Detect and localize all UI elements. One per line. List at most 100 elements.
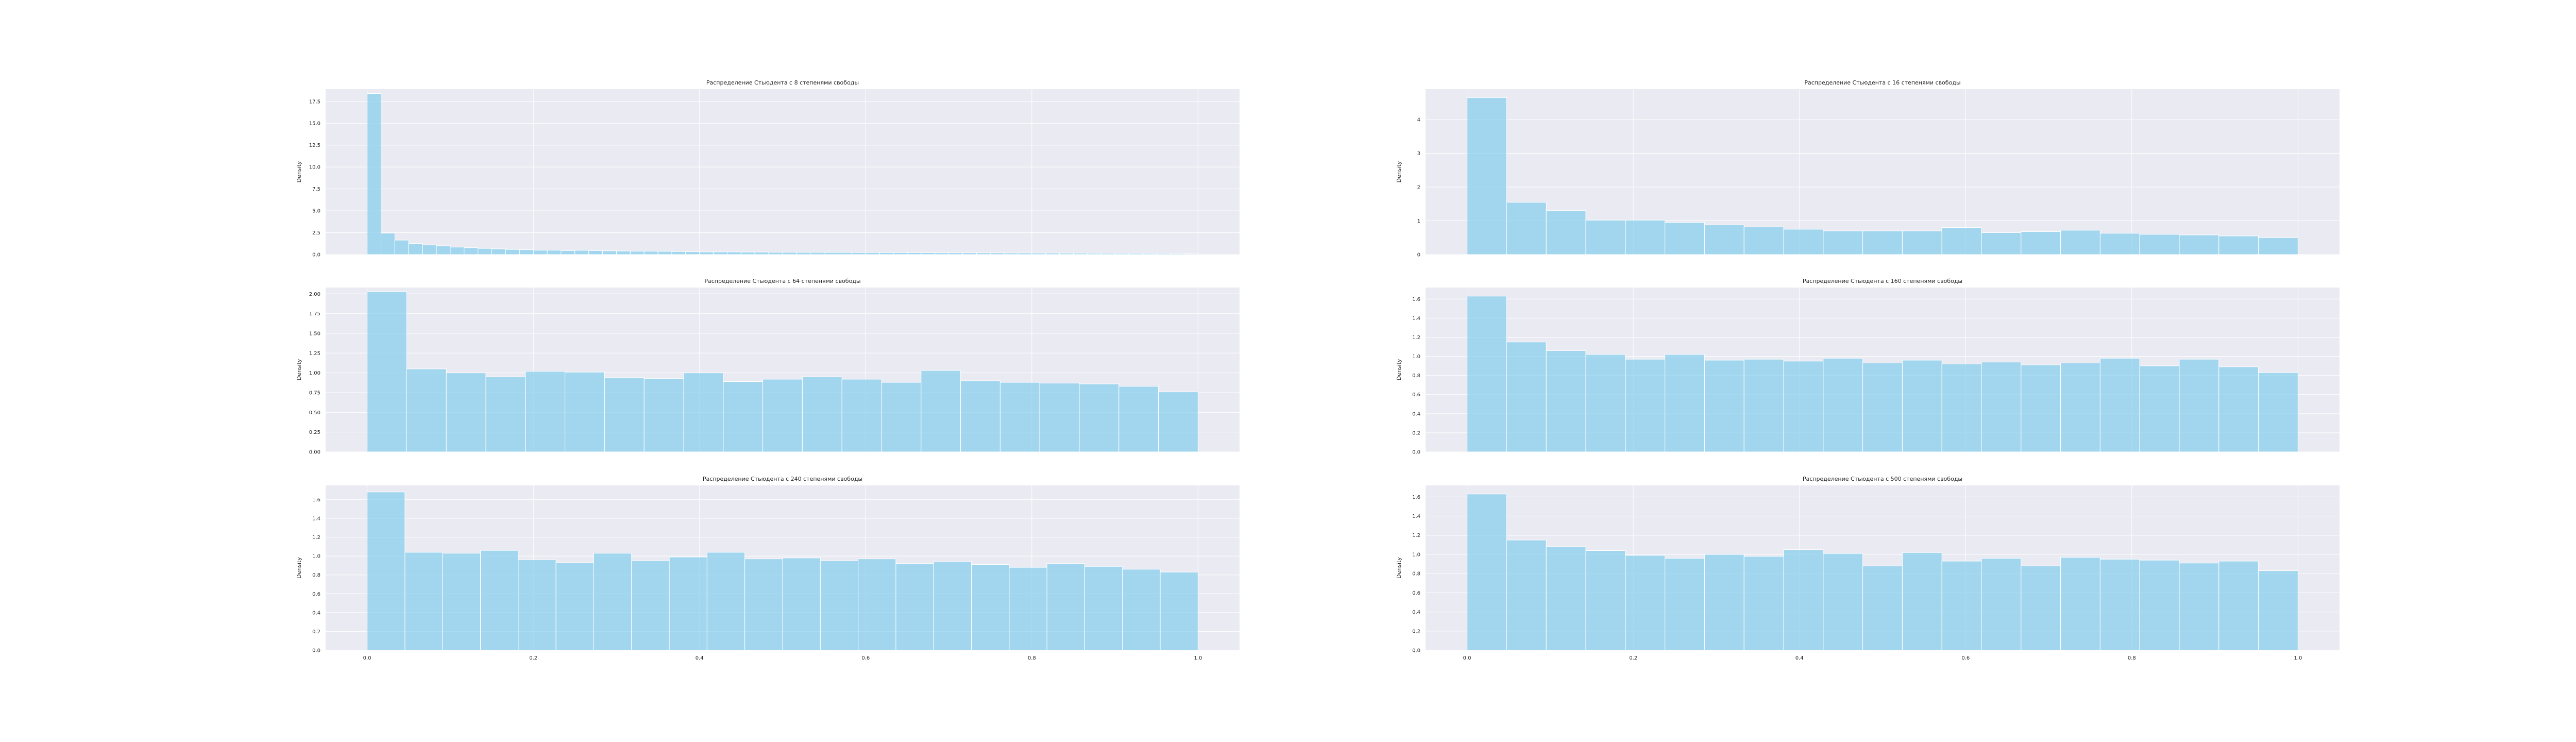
histogram-bar [895, 563, 934, 651]
histogram-bar [971, 564, 1010, 651]
histogram-bar [404, 552, 443, 651]
histogram-bar [480, 550, 519, 651]
y-tick-label: 1 [1417, 218, 1420, 224]
histogram-bar [657, 251, 672, 255]
y-tick-label: 1.2 [312, 535, 320, 541]
histogram-bar [1118, 386, 1159, 452]
histogram-bar [782, 558, 821, 651]
histogram-bar [1665, 354, 1705, 452]
histogram-bar [518, 559, 556, 651]
y-axis-label: Density [1396, 557, 1402, 579]
histogram-bar [555, 562, 594, 651]
y-tick-label: 0.00 [309, 450, 320, 456]
histogram-bar [450, 247, 465, 255]
histogram-bar [574, 250, 589, 255]
histogram-bar [838, 252, 852, 255]
histogram-bar [1783, 549, 1824, 651]
x-tick-label: 0.0 [363, 655, 371, 661]
histogram-bar [2021, 231, 2061, 255]
histogram-bar [841, 379, 882, 452]
histogram-bar [713, 251, 727, 255]
subplot-title: Распределение Стьюдента с 8 степенями св… [706, 79, 859, 86]
histogram-bar [1031, 252, 1046, 255]
y-axis-label: Density [1396, 161, 1402, 182]
histogram-bar [2218, 561, 2259, 651]
histogram-bar [525, 371, 566, 452]
histogram-bar [2099, 233, 2140, 255]
y-tick-label: 1.4 [312, 516, 320, 522]
histogram-bar [1704, 360, 1744, 452]
histogram-bar [478, 248, 493, 255]
histogram-bar [699, 251, 714, 255]
y-tick-label: 0.0 [1412, 648, 1420, 654]
x-tick-label: 0.2 [1629, 655, 1637, 661]
histogram-bar [1079, 383, 1120, 452]
histogram-bar [1704, 224, 1744, 255]
histogram-bar [485, 376, 526, 452]
histogram-bar [1585, 550, 1626, 651]
y-tick-label: 0.0 [312, 252, 320, 258]
histogram-bar [1625, 555, 1666, 651]
histogram-bar [669, 556, 707, 651]
histogram-bar [1467, 494, 1507, 651]
histogram-bar [2179, 563, 2219, 651]
histogram-bar [565, 372, 605, 452]
histogram-bar [796, 252, 811, 255]
histogram-bar [907, 252, 922, 255]
histogram-bar [976, 252, 991, 255]
histogram-bar [588, 250, 603, 255]
histogram-bar [1467, 296, 1507, 452]
x-tick-label: 1.0 [2294, 655, 2302, 661]
histogram-bar [1046, 563, 1085, 651]
y-tick-label: 0.8 [1412, 571, 1420, 577]
y-tick-label: 0.25 [309, 430, 320, 435]
subplot-title: Распределение Стьюдента с 500 степенями … [1803, 476, 1962, 482]
histogram-bar [1704, 554, 1744, 651]
histogram-bar [824, 252, 839, 255]
histogram-bar [1981, 362, 2022, 452]
histogram-bar [436, 245, 451, 255]
histogram-bar [2139, 560, 2180, 651]
histogram-bar [2060, 230, 2100, 255]
histogram-bar [1018, 252, 1032, 255]
histogram-bar [1114, 253, 1129, 255]
histogram-bar [1862, 565, 1903, 651]
histogram-bar [1743, 359, 1784, 452]
histogram-bar [2218, 235, 2259, 255]
y-tick-label: 5.0 [312, 209, 320, 214]
y-tick-label: 1.2 [1412, 335, 1420, 341]
y-tick-label: 0.50 [309, 410, 320, 416]
histogram-bar [810, 252, 825, 255]
y-tick-label: 2.5 [312, 230, 320, 236]
y-tick-label: 1.6 [1412, 297, 1420, 302]
histogram-bar [723, 381, 764, 452]
histogram-bar [643, 378, 684, 452]
histogram-bar [1128, 253, 1143, 255]
y-tick-label: 0.8 [312, 572, 320, 578]
histogram-bar [1625, 220, 1666, 255]
histogram-bar [643, 251, 658, 255]
histogram-bar [820, 560, 859, 651]
histogram-bar [593, 553, 632, 651]
histogram-bar [1823, 553, 1863, 651]
histogram-bar [921, 370, 961, 452]
histogram-bar [1585, 354, 1626, 452]
histogram-bar [492, 248, 506, 255]
histogram-bar [851, 252, 866, 255]
histogram-bar [685, 251, 700, 255]
histogram-bar [1823, 358, 1863, 452]
histogram-bar [406, 368, 447, 452]
histogram-bar [2179, 234, 2219, 255]
histogram-bar [561, 250, 575, 255]
y-tick-label: 1.4 [1412, 514, 1420, 519]
y-tick-label: 4 [1417, 117, 1420, 123]
histogram-bar [1183, 254, 1198, 255]
y-tick-label: 7.5 [312, 187, 320, 192]
x-tick-label: 0.8 [1028, 655, 1036, 661]
x-tick-label: 0.8 [2128, 655, 2136, 661]
subplot-title: Распределение Стьюдента с 160 степенями … [1803, 278, 1962, 284]
histogram-bar [1625, 359, 1666, 452]
histogram-bar [2021, 565, 2061, 651]
x-tick-label: 0.4 [696, 655, 704, 661]
y-tick-label: 3 [1417, 151, 1420, 157]
